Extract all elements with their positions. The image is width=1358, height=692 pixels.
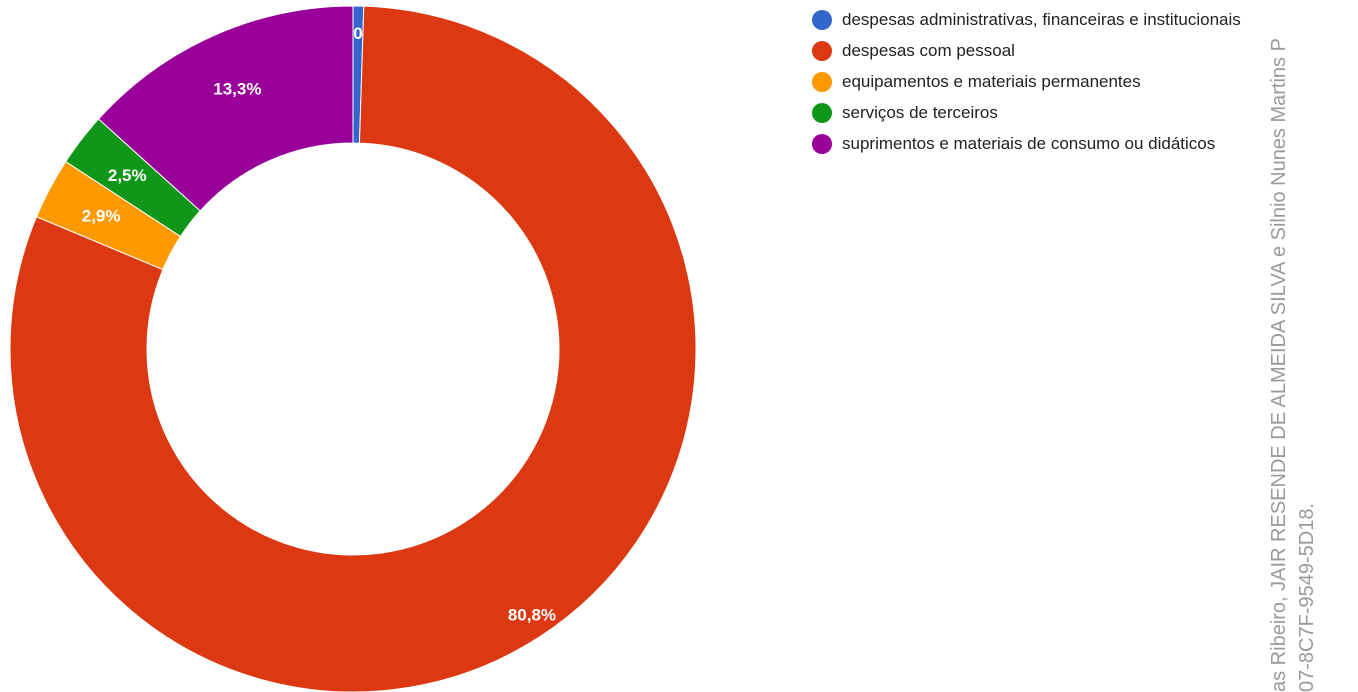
slice-label-1: 80,8% bbox=[508, 605, 556, 624]
legend-swatch-4 bbox=[812, 133, 832, 154]
slice-label-0: 0 bbox=[353, 24, 362, 43]
signature-watermark-line-1: as Ribeiro, JAIR RESENDE DE ALMEIDA SILV… bbox=[1268, 38, 1290, 692]
legend-swatch-1 bbox=[812, 40, 832, 61]
slice-label-4: 13,3% bbox=[213, 80, 261, 99]
legend-label-3: serviços de terceiros bbox=[842, 102, 998, 122]
slice-4 bbox=[97, 5, 354, 212]
donut-chart: 0 80,8% 2,9% 2,5% 13,3% bbox=[9, 5, 697, 692]
chart-legend: despesas administrativas, financeiras e … bbox=[812, 4, 1241, 159]
legend-label-4: suprimentos e materiais de consumo ou di… bbox=[842, 133, 1216, 153]
legend-swatch-0 bbox=[812, 9, 832, 30]
legend-item-2: equipamentos e materiais permanentes bbox=[812, 66, 1241, 97]
legend-label-2: equipamentos e materiais permanentes bbox=[842, 71, 1141, 91]
signature-watermark-line-2: 07-8C7F-9549-5D18. bbox=[1296, 503, 1318, 692]
legend-swatch-2 bbox=[812, 71, 832, 92]
slice-label-3: 2,5% bbox=[108, 166, 147, 185]
slice-label-2: 2,9% bbox=[82, 207, 121, 226]
slice-1 bbox=[9, 5, 697, 692]
legend-label-1: despesas com pessoal bbox=[842, 40, 1015, 60]
legend-item-1: despesas com pessoal bbox=[812, 35, 1241, 66]
legend-label-0: despesas administrativas, financeiras e … bbox=[842, 9, 1241, 29]
legend-item-0: despesas administrativas, financeiras e … bbox=[812, 4, 1241, 35]
legend-swatch-3 bbox=[812, 102, 832, 123]
legend-item-4: suprimentos e materiais de consumo ou di… bbox=[812, 128, 1241, 159]
legend-item-3: serviços de terceiros bbox=[812, 97, 1241, 128]
